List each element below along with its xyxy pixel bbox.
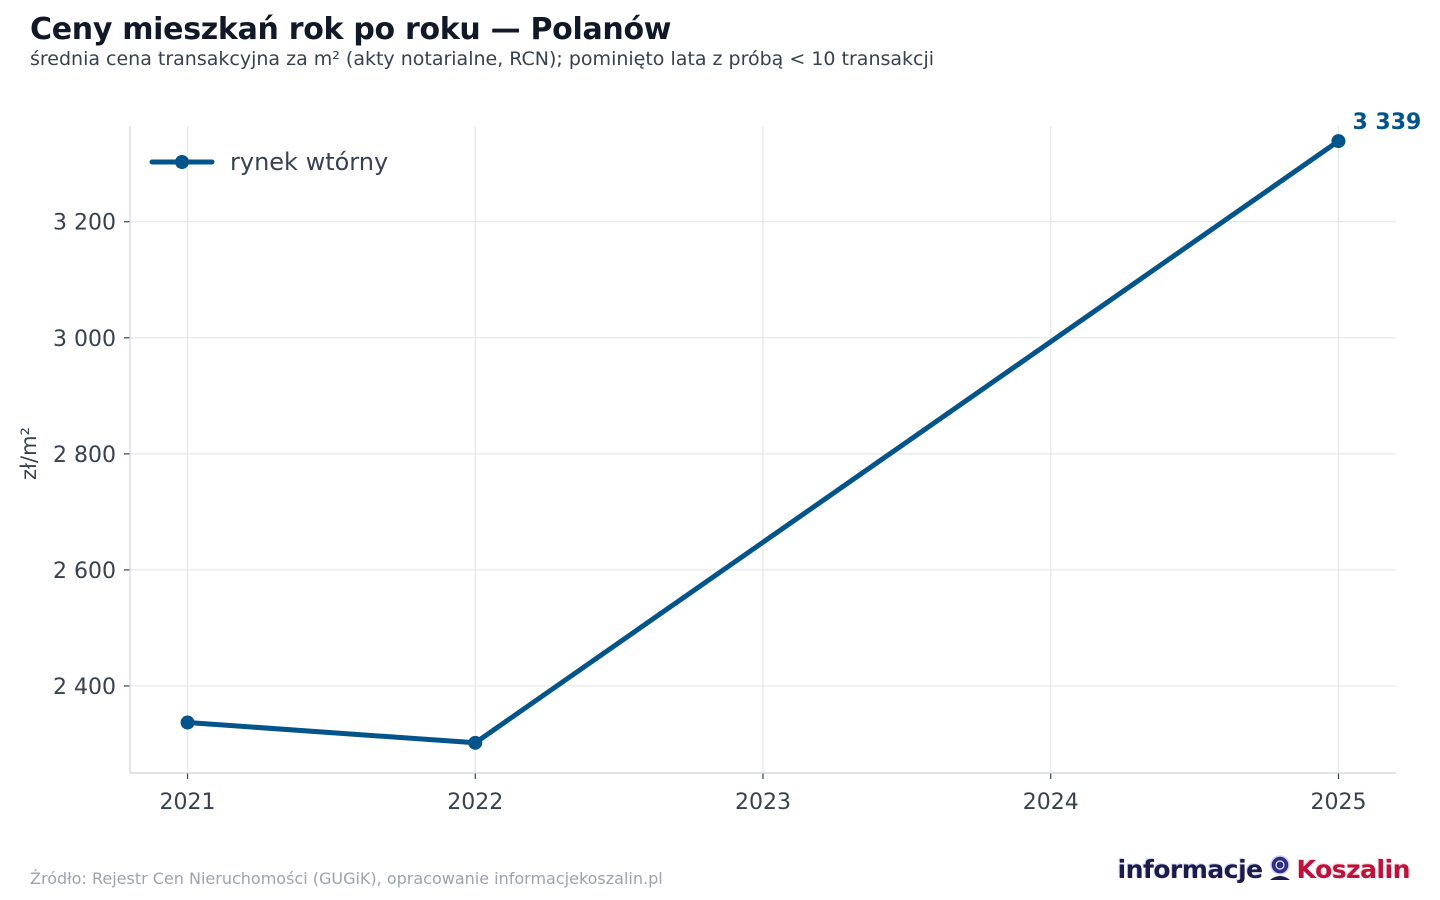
labels: 3 339 <box>1352 110 1421 135</box>
chart-title: Ceny mieszkań rok po roku — Polanów <box>30 12 672 47</box>
logo-text-informacje: informacje <box>1117 854 1264 884</box>
x-tick-label: 2025 <box>1310 790 1366 815</box>
data-point <box>468 735 483 750</box>
grid-lines <box>130 126 1396 773</box>
axes: 2021 2022 2023 2024 2025 2 400 2 600 2 800 3 000… <box>17 126 1396 815</box>
legend-marker <box>175 155 189 169</box>
legend-label: rynek wtórny <box>230 148 388 176</box>
series <box>180 134 1346 750</box>
data-point <box>1331 134 1346 149</box>
site-logo: informacje Koszalin <box>1117 850 1411 888</box>
x-tick-label: 2023 <box>735 790 791 815</box>
source-note: Źródło: Rejestr Cen Nieruchomości (GUGiK… <box>30 869 663 888</box>
y-tick-label: 2 600 <box>53 559 116 584</box>
y-tick-label: 2 400 <box>53 675 116 700</box>
logo-text-koszalin: Koszalin <box>1296 854 1411 884</box>
y-tick-label: 3 000 <box>53 327 116 352</box>
y-tick-label: 2 800 <box>53 443 116 468</box>
logo-emblem-icon <box>1269 855 1290 880</box>
legend: rynek wtórny <box>149 148 388 176</box>
chart-subtitle: średnia cena transakcyjna za m² (akty no… <box>30 48 935 70</box>
x-tick-label: 2021 <box>160 790 216 815</box>
data-point <box>180 715 195 730</box>
x-tick-label: 2024 <box>1023 790 1079 815</box>
y-tick-label: 3 200 <box>53 211 116 236</box>
y-axis-label: zł/m² <box>17 427 41 480</box>
data-label: 3 339 <box>1352 110 1421 135</box>
x-tick-label: 2022 <box>447 790 503 815</box>
